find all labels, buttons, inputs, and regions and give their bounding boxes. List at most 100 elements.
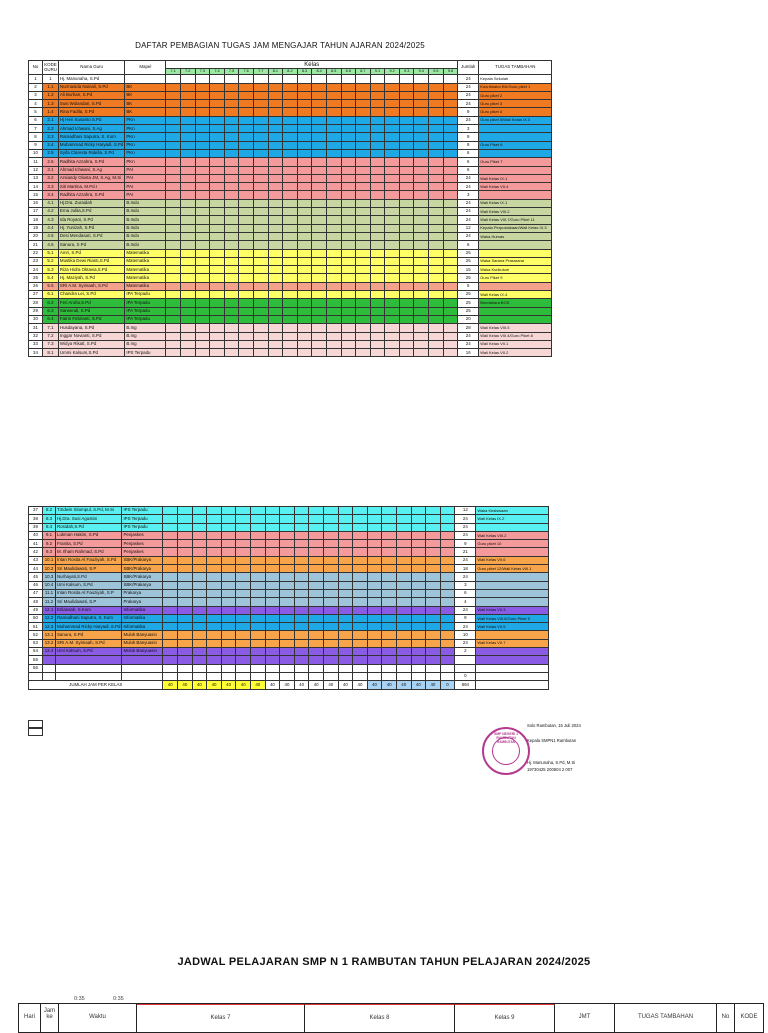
row-kelas-cell	[352, 671, 368, 682]
row-kelas-cell	[162, 555, 179, 566]
row-kelas-cell	[325, 182, 342, 192]
row-tugas-tambahan	[475, 597, 550, 607]
row-jumlah: 15	[457, 265, 480, 275]
row-kelas-cell	[410, 514, 427, 524]
row-kelas-cell	[325, 331, 342, 341]
row-kelas-cell	[235, 663, 252, 673]
row-kelas-cell	[235, 655, 252, 665]
table-row: 4 1.3 Susi Wulandari, S.Pd BK 24 Guru piket 3	[28, 99, 553, 109]
row-mapel: SBK/Prakarya	[121, 555, 164, 566]
row-jumlah: 24	[454, 530, 477, 541]
row-kelas-cell	[250, 564, 266, 574]
row-kelas-cell	[395, 663, 412, 673]
row-kelas-cell	[413, 298, 430, 308]
row-kelas-cell	[311, 339, 327, 350]
row-kelas-cell	[209, 99, 225, 109]
row-kelas-cell	[311, 215, 327, 225]
row-kelas-cell	[162, 613, 179, 624]
row-kelas-cell	[381, 671, 397, 682]
row-no: 21	[28, 240, 43, 250]
row-kelas-cell	[428, 281, 444, 292]
header-kode-guru: KODE GURU	[42, 59, 59, 76]
row-kelas-cell	[322, 514, 339, 524]
row-kelas-cell	[369, 256, 386, 267]
table-row: 27 6.1 Chandra Lei, S.Pd IPA Terpadu 25 Wali …	[28, 289, 553, 300]
row-kelas-cell	[442, 107, 459, 117]
row-kelas-cell	[209, 298, 225, 308]
row-no: 18	[28, 215, 43, 225]
row-jumlah: 24	[454, 638, 477, 649]
row-kelas-cell	[179, 265, 196, 275]
row-kelas-cell	[442, 339, 459, 350]
row-kelas-cell	[252, 107, 269, 117]
row-kelas-cell	[165, 115, 181, 126]
row-kelas-cell	[235, 580, 252, 590]
row-kelas-cell	[194, 190, 211, 200]
row-kelas-cell	[165, 82, 181, 92]
row-kelas-cell	[238, 348, 254, 358]
row-kelas-cell	[384, 99, 400, 109]
row-kelas-cell	[179, 223, 196, 233]
row-no: 20	[28, 231, 43, 242]
row-kelas-cell	[337, 555, 354, 566]
row-kelas-cell	[311, 74, 327, 84]
row-kelas-cell	[384, 190, 400, 200]
row-kelas-cell	[179, 331, 196, 341]
row-kelas-cell	[162, 638, 179, 649]
row-kelas-cell	[267, 99, 284, 109]
row-kelas-cell	[220, 597, 237, 607]
row-kelas-cell	[179, 306, 196, 316]
row-kelas-cell	[311, 207, 327, 217]
row-kelas-cell	[340, 198, 357, 209]
row-kelas-cell	[209, 289, 225, 300]
table-row: 52 13.1 Sanura, S.Pd Mulok Banyuasin 10	[28, 630, 550, 640]
row-kelas-cell	[264, 505, 281, 516]
row-kelas-cell	[194, 99, 211, 109]
row-kelas-cell	[209, 157, 225, 167]
row-kelas-cell	[165, 323, 181, 333]
row-kelas-cell	[191, 505, 208, 516]
row-kelas-cell	[311, 99, 327, 109]
row-kelas-cell	[267, 182, 284, 192]
row-kelas-cell	[162, 514, 179, 524]
row-kelas-cell	[267, 165, 284, 175]
total-kelas-cell: 40	[264, 680, 281, 691]
row-jumlah: 9	[454, 613, 477, 624]
row-kelas-cell	[267, 256, 284, 267]
row-kode-guru: 3.1	[42, 165, 59, 175]
row-kelas-cell	[296, 90, 313, 101]
row-kelas-cell	[442, 124, 459, 134]
row-kelas-cell	[322, 671, 339, 682]
row-no: 41	[28, 539, 43, 549]
row-kelas-cell	[252, 215, 269, 225]
row-tugas-tambahan: Wali Kelas IX.1	[478, 198, 553, 209]
row-kelas-cell	[439, 514, 456, 524]
row-tugas-tambahan: Wali Kelas VII.3	[475, 605, 550, 615]
row-kelas-cell	[267, 306, 284, 316]
row-kelas-cell	[179, 248, 196, 258]
row-kelas-cell	[410, 630, 427, 640]
row-kelas-cell	[223, 74, 240, 84]
row-kelas-cell	[398, 165, 415, 175]
row-tugas-tambahan: Wali Kelas IX.2	[475, 514, 550, 524]
schedule-header: Hari Jam ke Waktu Kelas 7 Kelas 8 Kelas …	[18, 1003, 764, 1033]
row-kelas-cell	[369, 90, 386, 101]
row-kelas-cell	[194, 165, 211, 175]
row-kelas-cell	[209, 124, 225, 134]
row-kelas-cell	[395, 555, 412, 566]
row-nama-guru: Amri, S.Pd	[57, 248, 126, 258]
assignment-table-top: No KODE GURU Nama Guru Mapel Kelas Jumla…	[28, 59, 553, 358]
row-kelas-cell	[179, 148, 196, 159]
row-kelas-cell	[296, 207, 313, 217]
row-kelas-cell	[439, 605, 456, 615]
row-kelas-cell	[384, 265, 400, 275]
row-kelas-cell	[337, 630, 354, 640]
row-jumlah: 24	[457, 339, 480, 350]
row-mapel: IPS Terpadu	[121, 522, 164, 532]
total-kelas-cell: 40	[381, 680, 397, 691]
row-kelas-cell	[238, 314, 254, 325]
row-kelas-cell	[206, 630, 222, 640]
row-kelas-cell	[398, 323, 415, 333]
row-kelas-cell	[311, 132, 327, 142]
row-mapel: B.Indo	[124, 207, 167, 217]
